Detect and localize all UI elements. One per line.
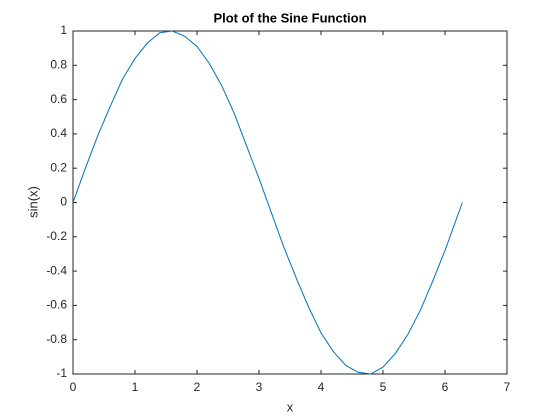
y-tick-label: -0.8 bbox=[46, 332, 67, 346]
x-axis-label: x bbox=[287, 399, 294, 414]
axes-box bbox=[72, 30, 508, 375]
y-tick-label: 0.8 bbox=[50, 57, 67, 71]
chart-title: Plot of the Sine Function bbox=[213, 10, 366, 25]
x-tick-label: 3 bbox=[256, 380, 263, 394]
y-tick-label: -1 bbox=[56, 366, 67, 380]
x-tick-label: 5 bbox=[380, 380, 387, 394]
y-tick-label: 0.6 bbox=[50, 92, 67, 106]
x-tick-label: 4 bbox=[318, 380, 325, 394]
y-axis-label: sin(x) bbox=[25, 186, 40, 218]
x-tick-label: 2 bbox=[194, 380, 201, 394]
y-tick-label: 1 bbox=[60, 23, 67, 37]
y-tick-label: -0.2 bbox=[46, 229, 67, 243]
data-line bbox=[72, 30, 463, 375]
y-tick-label: -0.4 bbox=[46, 263, 67, 277]
y-tick-label: 0 bbox=[60, 195, 67, 209]
y-tick-label: -0.6 bbox=[46, 298, 67, 312]
y-tick-label: 0.4 bbox=[50, 126, 67, 140]
x-tick-label: 1 bbox=[132, 380, 139, 394]
x-tick-label: 7 bbox=[504, 380, 511, 394]
y-tick-label: 0.2 bbox=[50, 160, 67, 174]
x-tick-label: 6 bbox=[442, 380, 449, 394]
x-tick-label: 0 bbox=[70, 380, 77, 394]
